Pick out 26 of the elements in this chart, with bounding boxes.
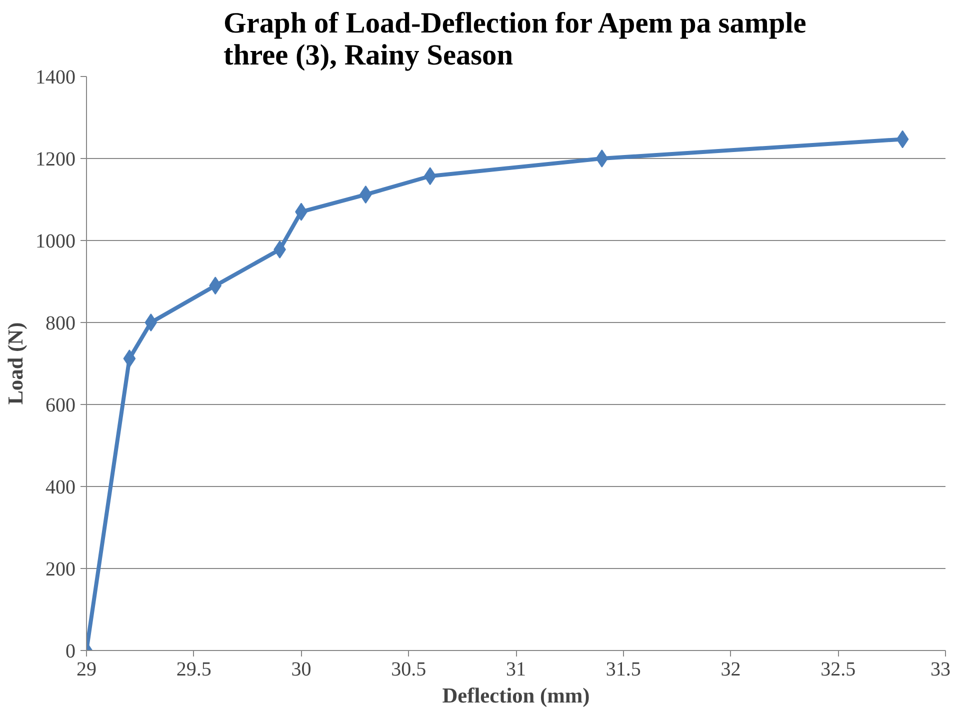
y-axis-title: Load (N) [4, 322, 28, 405]
y-tick-label: 400 [46, 476, 76, 498]
x-tick-label: 33 [930, 658, 950, 680]
point [144, 314, 158, 332]
y-tick-label: 1000 [36, 230, 76, 252]
y-tick-label: 200 [46, 558, 76, 580]
point [209, 276, 222, 295]
y-tick-label: 0 [66, 640, 76, 662]
point [896, 130, 909, 148]
x-tick-label: 32 [720, 658, 741, 680]
x-tick-label: 30.5 [391, 658, 426, 680]
x-tick-label: 31.5 [606, 658, 641, 680]
x-tick-label: 29.5 [176, 658, 212, 680]
chart-title: Graph of Load-Deflection for Apem pa sample three (3), Rainy Season [224, 8, 806, 72]
point [596, 150, 608, 168]
y-tick-label: 1400 [36, 66, 76, 88]
y-tick-label: 800 [46, 312, 76, 334]
x-tick-label: 29 [76, 658, 96, 680]
x-tick-label: 30 [291, 658, 312, 680]
y-tick-label: 600 [46, 394, 76, 416]
x-tick-label: 31 [506, 658, 526, 680]
point [123, 350, 136, 368]
point [424, 167, 436, 186]
x-tick-label: 32.5 [820, 658, 856, 680]
y-tick-label: 1200 [36, 148, 76, 170]
x-axis-title: Deflection (mm) [442, 684, 590, 708]
